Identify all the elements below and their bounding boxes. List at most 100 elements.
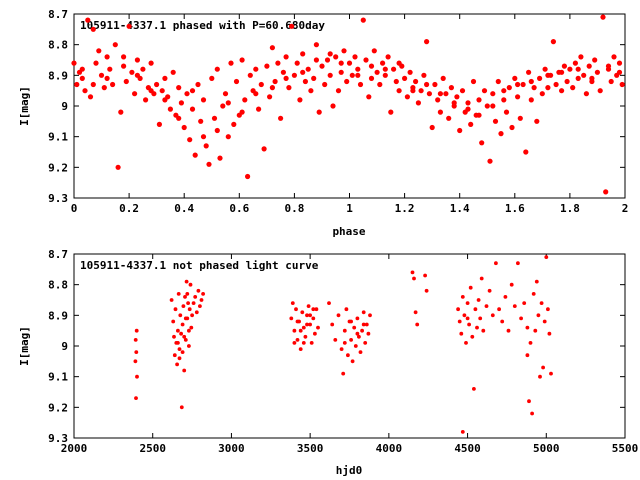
phased-data-point [619,81,625,88]
unphased-data-point [470,334,475,339]
phased-data-point [352,54,358,60]
phased-data-point [382,72,388,78]
unphased-data-point [344,307,349,312]
phased-data-point [490,103,496,109]
unphased-data-point [182,334,187,339]
phased-data-point [110,81,116,88]
phased-ticks: 0 0.2 0.4 0.6 0.8 1 1.2 1.4 1.6 1.8 2 8.7 8.8 8.9 9 9.1… [48,8,628,215]
phased-y-tick-label: 9.3 [48,192,68,205]
unphased-y-tick-label: 9.1 [48,371,68,384]
phased-data-point [520,81,526,88]
phased-data-point [189,88,196,94]
phased-data-point [313,42,319,48]
phased-data-point [107,66,113,72]
unphased-data-point [519,316,523,321]
phased-data-point [267,94,273,100]
phased-data-point [437,91,443,97]
phased-data-point [534,118,540,124]
unphased-data-point [133,338,138,342]
unphased-data-point [460,430,465,434]
unphased-data-point [330,322,335,327]
unphased-data-point [184,279,189,284]
phased-data-point [616,60,623,66]
unphased-data-point [476,298,481,302]
phased-data-point [402,75,408,81]
unphased-data-point [333,338,338,342]
phased-data-point [184,91,190,97]
phased-data-point [90,26,96,32]
unphased-data-point [191,301,196,305]
unphased-data-point [350,359,355,364]
phased-y-tick-label: 9.2 [48,161,68,174]
phased-data-point [515,81,521,88]
unphased-data-point [336,313,341,318]
unphased-data-point [346,353,350,358]
phased-x-tick-label: 2 [622,202,629,215]
phased-data-point [550,39,557,45]
phased-data-point [278,115,284,121]
unphased-data-point [135,374,139,379]
unphased-data-point [305,322,309,327]
phased-data-point [454,94,460,100]
phased-data-point [545,85,551,91]
phased-data-point [134,57,140,63]
phased-y-tick-label: 8.7 [48,8,68,21]
phased-data-point [443,91,449,97]
unphased-data-point [177,356,182,361]
phased-data-point [245,173,251,180]
phased-data-point [498,131,504,137]
phased-data-point [286,85,292,91]
phased-x-tick-label: 0.8 [284,202,304,215]
unphased-data-point [366,331,371,336]
unphased-y-tick-label: 8.7 [48,248,68,261]
unphased-data-point [341,371,346,376]
phased-data-point [404,94,410,100]
phased-data-point [377,81,383,88]
unphased-data-point [459,331,464,336]
unphased-data-point [134,350,139,354]
phased-data-point [71,60,77,66]
phased-data-point [253,91,259,97]
phased-data-point [545,72,551,78]
phased-data-point [363,57,369,63]
phased-data-point [247,72,253,78]
phased-data-point [415,100,421,106]
phased-data-point [479,140,485,146]
phased-data-point [528,78,534,85]
phased-data-point [509,124,515,131]
unphased-data-point [311,307,316,312]
phased-data-point [302,78,308,85]
unphased-data-point [530,411,534,416]
unphased-data-point [500,319,505,324]
phased-data-point [176,115,182,121]
unphased-chart: 105911-4337.1 not phased light curve hjd… [18,248,638,477]
phased-data-point [225,134,231,140]
unphased-data-point [457,319,462,324]
phased-data-point [570,85,576,91]
unphased-data-point [531,292,536,296]
unphased-y-tick-label: 8.9 [48,309,68,322]
unphased-data-point [295,338,300,342]
unphased-data-point [177,347,182,351]
unphased-data-point [180,350,185,354]
phased-data-point [316,109,322,115]
phased-data-point [575,75,581,81]
unphased-data-point [355,331,360,336]
phased-data-point [200,97,207,103]
phased-data-point [121,54,127,60]
unphased-data-point [479,276,484,281]
phased-data-point [512,75,518,81]
unphased-data-point [481,328,486,333]
unphased-y-axis-label: I[mag] [18,326,31,366]
phased-data-point [567,66,573,72]
phased-data-point [294,60,300,66]
phased-data-point [531,85,537,91]
phased-data-point [374,69,380,75]
unphased-data-point [484,304,489,308]
unphased-data-point [185,292,190,296]
unphased-data-point [298,328,303,333]
phased-data-point [228,60,234,66]
phased-data-point [74,81,80,88]
unphased-data-point [478,316,483,321]
phased-data-point [115,164,121,170]
